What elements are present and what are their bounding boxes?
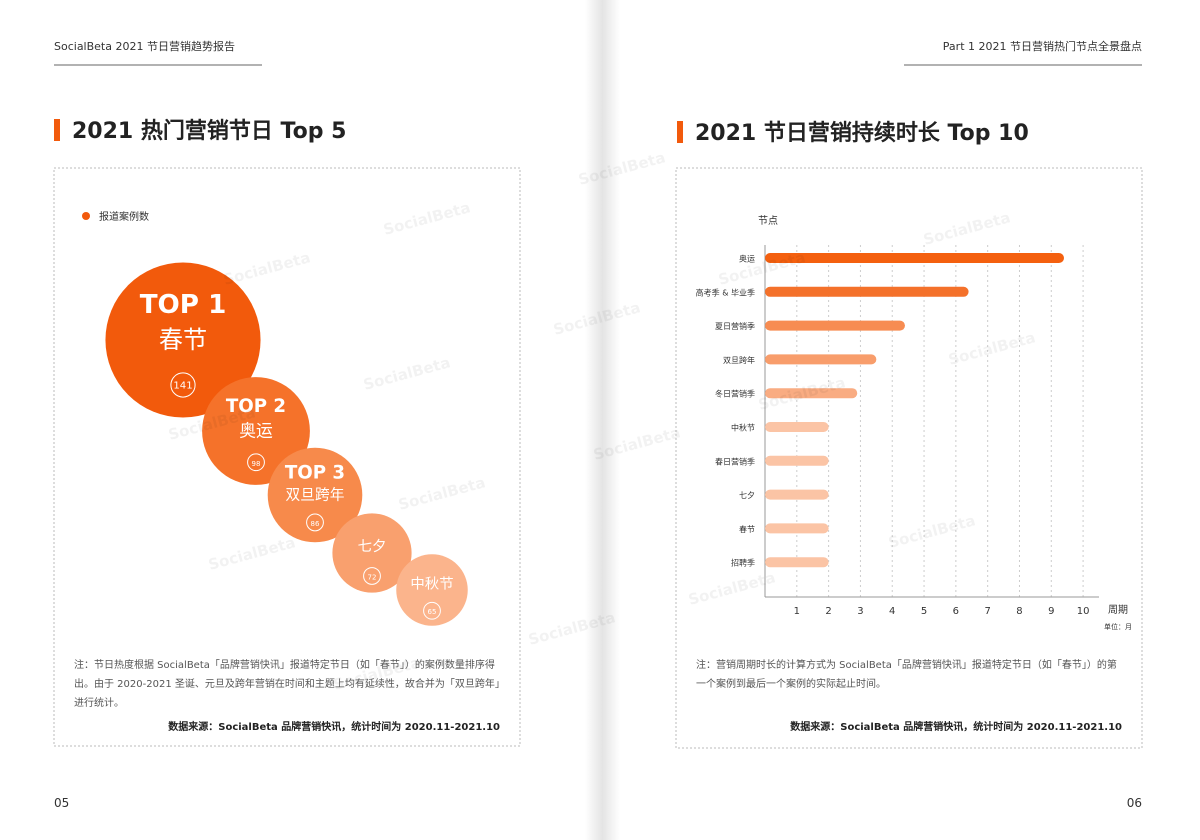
x-tick-label: 1	[794, 606, 800, 617]
unit-label: 单位：月	[1104, 622, 1132, 631]
watermark: SocialBeta	[361, 353, 452, 394]
rank-label: TOP 3	[285, 462, 345, 483]
value-label: 141	[173, 380, 192, 391]
legend-dot	[82, 212, 90, 220]
bubble	[332, 513, 412, 593]
page-number: 06	[1127, 796, 1142, 810]
bubble	[396, 554, 468, 626]
bar	[765, 286, 969, 297]
heading-marker	[677, 121, 683, 143]
x-tick-label: 3	[857, 606, 863, 617]
x-axis-label: 周期	[1108, 604, 1128, 616]
rank-label: TOP 1	[140, 290, 227, 320]
bar	[765, 354, 877, 365]
legend-label: 报道案例数	[99, 210, 149, 223]
watermark: SocialBeta	[946, 328, 1037, 369]
bubble-label: 春节	[159, 326, 207, 354]
chart-box	[675, 167, 1143, 749]
x-tick-label: 8	[1016, 606, 1022, 617]
y-tick-label: 高考季 & 毕业季	[696, 287, 755, 297]
y-tick-label: 双旦跨年	[723, 355, 755, 365]
x-tick-label: 5	[921, 606, 927, 617]
x-tick-label: 4	[889, 606, 895, 617]
heading-marker	[54, 119, 60, 141]
bubble-label: 奥运	[239, 420, 273, 440]
watermark: SocialBeta	[716, 248, 807, 289]
x-tick-label: 10	[1077, 606, 1090, 617]
y-tick-label: 春日营销季	[715, 456, 755, 466]
bubble-label: 七夕	[358, 538, 387, 555]
x-tick-label: 2	[825, 606, 831, 617]
bar	[765, 253, 1065, 263]
bubble	[202, 377, 310, 485]
bubble-label: 双旦跨年	[286, 487, 345, 504]
y-tick-label: 七夕	[739, 490, 755, 500]
y-axis-label: 节点	[758, 215, 778, 227]
source: 数据来源：SocialBeta 品牌营销快讯，统计时间为 2020.11-202…	[790, 722, 1122, 733]
y-tick-label: 冬日营销季	[715, 389, 755, 399]
bubble-label: 中秋节	[410, 576, 453, 593]
y-tick-label: 奥运	[739, 254, 755, 264]
bubble	[105, 262, 261, 418]
bar	[765, 523, 829, 534]
watermark: SocialBeta	[396, 473, 487, 514]
watermark: SocialBeta	[206, 533, 297, 574]
note: 注：节日热度根据 SocialBeta「品牌营销快讯」报道特定节日（如「春节」）…	[74, 660, 500, 709]
watermark: SocialBeta	[381, 198, 472, 239]
value-ring	[363, 567, 381, 585]
y-tick-label: 中秋节	[731, 423, 755, 433]
rank-label: TOP 2	[226, 396, 286, 417]
x-tick-label: 9	[1048, 606, 1054, 617]
note: 注：营销周期时长的计算方式为 SocialBeta「品牌营销快讯」报道特定节日（…	[696, 660, 1117, 690]
y-tick-label: 春节	[739, 524, 755, 534]
watermark: SocialBeta	[886, 511, 977, 552]
x-tick-label: 7	[984, 606, 990, 617]
value-ring	[423, 601, 441, 620]
heading: 2021 节日营销持续时长 Top 10	[695, 120, 1029, 146]
header: SocialBeta 2021 节日营销趋势报告	[54, 39, 235, 53]
header: Part 1 2021 节日营销热门节点全景盘点	[943, 39, 1142, 53]
heading: 2021 热门营销节日 Top 5	[72, 118, 346, 144]
value-label: 98	[252, 460, 261, 468]
bar	[765, 422, 829, 432]
bar	[765, 455, 829, 466]
y-tick-label: 夏日营销季	[715, 321, 755, 331]
y-tick-label: 招聘季	[731, 558, 755, 568]
value-label: 65	[428, 608, 437, 616]
value-ring	[170, 372, 196, 398]
watermark: SocialBeta	[921, 208, 1012, 249]
bar	[765, 320, 905, 331]
bubble	[267, 447, 363, 543]
value-ring	[247, 453, 265, 472]
value-ring	[306, 513, 324, 532]
watermark: SocialBeta	[686, 568, 777, 609]
value-label: 72	[368, 573, 377, 581]
x-tick-label: 6	[953, 606, 959, 617]
watermark: SocialBeta	[756, 373, 847, 414]
chart-box	[53, 167, 521, 747]
watermark: SocialBeta	[221, 248, 312, 289]
bar	[765, 489, 829, 500]
page-number: 05	[54, 796, 69, 810]
bar	[765, 388, 858, 399]
value-label: 86	[311, 520, 320, 528]
source: 数据来源：SocialBeta 品牌营销快讯，统计时间为 2020.11-202…	[168, 722, 500, 733]
bar	[765, 557, 829, 568]
gutter	[585, 0, 620, 840]
